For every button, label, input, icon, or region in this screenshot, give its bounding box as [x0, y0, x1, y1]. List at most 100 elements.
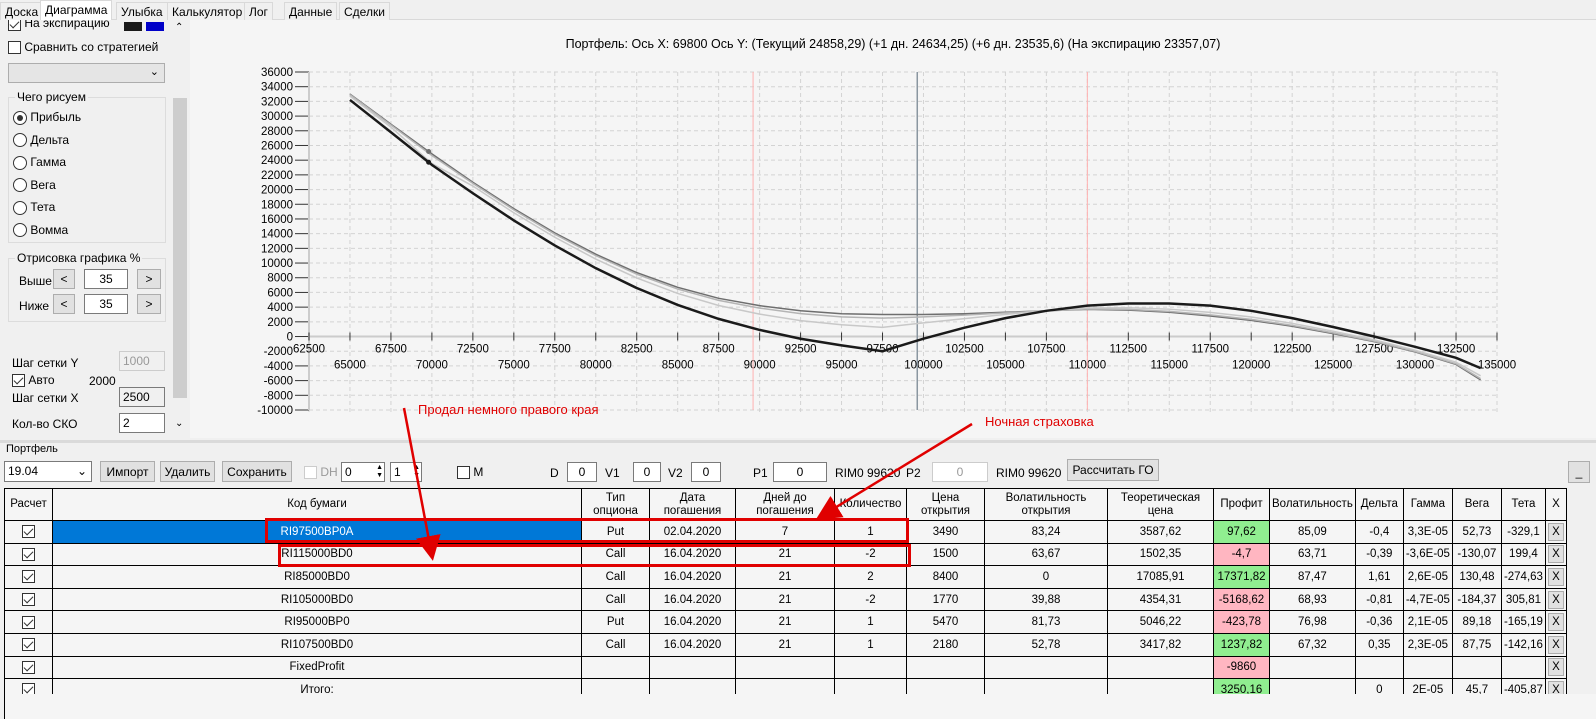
spin-arrows-icon[interactable]: ▲ ▼	[376, 464, 383, 479]
column-header[interactable]: Расчет	[4, 488, 53, 521]
import-button[interactable]: Импорт	[100, 461, 155, 482]
d-input[interactable]: 0	[567, 462, 597, 482]
above-decrease-button[interactable]: <	[53, 269, 75, 289]
calc-checkbox-cell[interactable]	[4, 587, 53, 612]
radio-button[interactable]	[13, 200, 27, 215]
auto-option[interactable]: Авто	[12, 373, 55, 388]
scroll-up-icon[interactable]: ⌃	[175, 22, 184, 33]
p2-input[interactable]: 0	[932, 462, 988, 482]
radio-option[interactable]: Вега	[13, 178, 56, 193]
portfolio-select[interactable]: 19.04 ⌄	[4, 461, 92, 482]
column-header[interactable]: Количество	[834, 488, 907, 521]
tab-diagram[interactable]: Диаграмма	[40, 0, 113, 21]
spin2-input[interactable]: 1 ▲ ▼	[390, 462, 422, 482]
calc-checkbox[interactable]	[22, 660, 35, 674]
expiration-color-swatch[interactable]	[124, 22, 142, 31]
minimize-button[interactable]: _	[1568, 461, 1590, 483]
delete-row-button[interactable]: X	[1547, 545, 1564, 564]
table-row[interactable]: RI95000BP0 Put 16.04.2020 21 1 5470 81,73 5046,…	[4, 610, 1567, 634]
above-value-input[interactable]: 35	[84, 269, 128, 289]
calc-checkbox-cell[interactable]	[4, 632, 53, 657]
radio-option[interactable]: Дельта	[13, 133, 69, 148]
table-cell[interactable]: RI85000BD0	[52, 565, 582, 589]
grid-y-input[interactable]: 1000	[119, 351, 165, 371]
radio-button[interactable]	[13, 223, 27, 238]
expiration-checkbox[interactable]	[8, 20, 21, 32]
below-increase-button[interactable]: >	[137, 294, 161, 314]
p1-input[interactable]: 0	[773, 462, 827, 482]
calculate-margin-button[interactable]: Рассчитать ГО	[1067, 459, 1159, 481]
tab-doska[interactable]: Доска	[0, 2, 44, 20]
spin1-input[interactable]: 0 ▲ ▼	[341, 462, 385, 482]
v1-input[interactable]: 0	[633, 462, 661, 482]
dh-checkbox[interactable]	[304, 466, 317, 480]
column-header[interactable]: Цена открытия	[906, 488, 985, 521]
calc-checkbox[interactable]	[22, 615, 35, 629]
delete-row-button[interactable]: X	[1547, 590, 1564, 609]
splitter[interactable]	[0, 440, 1596, 443]
tab-smile[interactable]: Улыбка	[116, 2, 168, 20]
compare-option[interactable]: Сравнить со стратегией	[8, 40, 158, 55]
table-cell[interactable]: RI95000BP0	[52, 610, 582, 634]
scrollbar-thumb[interactable]	[173, 98, 187, 398]
tab-data[interactable]: Данные	[284, 2, 338, 20]
radio-button[interactable]	[13, 110, 27, 125]
calc-checkbox-cell[interactable]	[4, 565, 53, 589]
table-row[interactable]: RI105000BD0 Call 16.04.2020 21 -2 1770 39,88 43…	[4, 587, 1567, 612]
column-header[interactable]: Гамма	[1402, 488, 1453, 521]
grid-x-input[interactable]: 2500	[119, 387, 165, 407]
scroll-down-icon[interactable]: ⌄	[175, 418, 184, 429]
calc-checkbox[interactable]	[22, 525, 35, 539]
below-value-input[interactable]: 35	[84, 294, 128, 314]
table-row[interactable]: FixedProfit -9860 X	[4, 655, 1567, 680]
calc-checkbox-cell[interactable]	[4, 542, 53, 567]
calc-checkbox[interactable]	[22, 570, 35, 584]
table-row[interactable]: RI107500BD0 Call 16.04.2020 21 1 2180 52,78 341…	[4, 632, 1567, 657]
column-header[interactable]: Код бумаги	[52, 488, 582, 521]
table-cell[interactable]: RI105000BD0	[52, 587, 582, 612]
expiration-color-swatch-2[interactable]	[146, 22, 164, 31]
calc-checkbox[interactable]	[22, 638, 35, 652]
delete-row-button[interactable]: X	[1547, 658, 1564, 677]
radio-option[interactable]: Тета	[13, 200, 55, 215]
column-header[interactable]: Дельта	[1354, 488, 1404, 521]
calc-checkbox-cell[interactable]	[4, 655, 53, 680]
tab-calculator[interactable]: Калькулятор	[167, 2, 248, 20]
column-header[interactable]: Волатильность открытия	[984, 488, 1108, 521]
column-header[interactable]: Профит	[1213, 488, 1270, 521]
column-header[interactable]: Дата погашения	[649, 488, 736, 521]
column-header[interactable]: Тип опциона	[581, 488, 650, 521]
column-header[interactable]: Вега	[1451, 488, 1502, 521]
expiration-option[interactable]: На экспирацию	[8, 20, 168, 34]
below-decrease-button[interactable]: <	[53, 294, 75, 314]
above-increase-button[interactable]: >	[137, 269, 161, 289]
table-row[interactable]: RI97500BP0A Put 02.04.2020 7 1 3490 83,24 3587,…	[4, 520, 1567, 544]
calc-checkbox-cell[interactable]	[4, 610, 53, 634]
strategy-select[interactable]: ⌄	[8, 63, 165, 83]
delete-row-button[interactable]: X	[1547, 567, 1564, 586]
auto-checkbox[interactable]	[12, 374, 25, 388]
spin-arrows-icon[interactable]: ▲ ▼	[413, 464, 420, 479]
save-button[interactable]: Сохранить	[222, 461, 292, 482]
table-cell[interactable]: RI107500BD0	[52, 632, 582, 657]
sko-input[interactable]: 2	[119, 413, 165, 433]
compare-checkbox[interactable]	[8, 41, 21, 55]
column-header[interactable]: Тета	[1500, 488, 1546, 521]
table-row[interactable]: RI115000BD0 Call 16.04.2020 21 -2 1500 63,67 15…	[4, 542, 1567, 567]
delete-button[interactable]: Удалить	[160, 461, 215, 482]
delete-row-button[interactable]: X	[1547, 522, 1564, 541]
radio-button[interactable]	[13, 133, 27, 148]
v2-input[interactable]: 0	[691, 462, 721, 482]
column-header[interactable]: Волатильность	[1269, 488, 1356, 521]
m-checkbox[interactable]	[457, 466, 470, 480]
radio-option[interactable]: Вомма	[13, 223, 68, 238]
radio-button[interactable]	[13, 155, 27, 170]
column-header[interactable]: X	[1544, 488, 1567, 521]
calc-checkbox[interactable]	[22, 547, 35, 561]
radio-option[interactable]: Гамма	[13, 155, 66, 170]
tab-deals[interactable]: Сделки	[339, 2, 390, 20]
m-option[interactable]: M	[457, 465, 483, 480]
calc-checkbox-cell[interactable]	[4, 520, 53, 544]
tab-log[interactable]: Лог	[244, 2, 273, 20]
column-header[interactable]: Дней до погашения	[735, 488, 835, 521]
